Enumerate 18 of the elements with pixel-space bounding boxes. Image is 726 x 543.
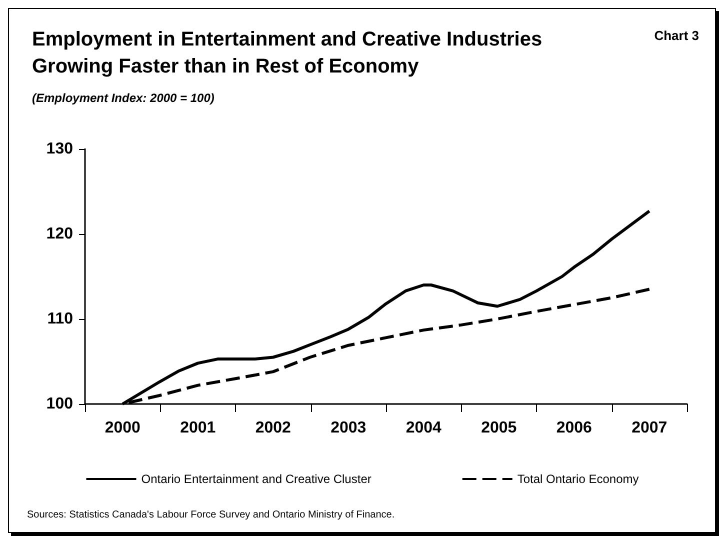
x-tick-label: 2004 <box>406 420 442 436</box>
chart-title: Employment in Entertainment and Creative Industries Growing Faster than in Rest of Economy <box>32 28 542 78</box>
chart-subtitle: (Employment Index: 2000 = 100) <box>32 91 214 105</box>
legend-label: Total Ontario Economy <box>517 472 639 486</box>
legend-label: Ontario Entertainment and Creative Cluster <box>141 472 372 486</box>
x-tick-label: 2001 <box>180 420 216 436</box>
y-tick-label: 130 <box>46 140 74 158</box>
y-tick-label: 120 <box>46 226 74 242</box>
y-tick-label: 100 <box>46 396 74 412</box>
source-note: Sources: Statistics Canada's Labour Force Survey and Ontario Ministry of Finance. <box>27 510 395 520</box>
x-tick-label: 2006 <box>556 420 592 436</box>
x-tick-label: 2005 <box>481 420 517 436</box>
x-tick-label: 2003 <box>330 420 366 436</box>
caption: Chart 3 <box>654 28 700 43</box>
x-tick-label: 2000 <box>104 420 141 436</box>
y-tick-label: 110 <box>47 310 74 328</box>
x-tick-label: 2002 <box>255 420 292 436</box>
x-tick-label: 2007 <box>632 420 668 436</box>
